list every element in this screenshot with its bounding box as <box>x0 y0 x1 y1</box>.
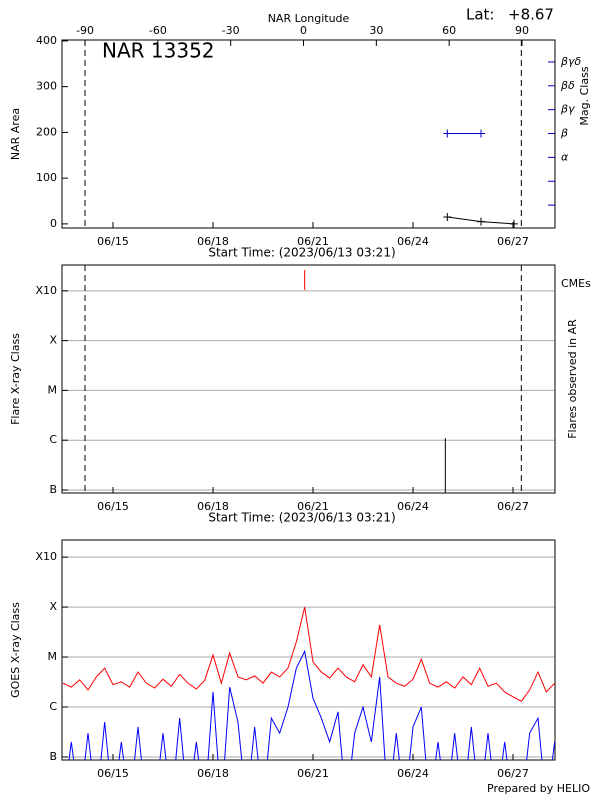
x-tick-label: 06/15 <box>97 500 129 513</box>
y-tick-label: 0 <box>50 217 57 230</box>
footer: Prepared by HELIO <box>487 782 590 795</box>
x2-tick-label: 60 <box>442 24 456 37</box>
y2-tick-label: βγδ <box>560 55 582 68</box>
y2-axis-label: Mag. Class <box>578 66 591 125</box>
y-tick-label: 200 <box>36 125 57 138</box>
y-tick-label: X <box>49 600 57 613</box>
series-line <box>68 649 555 760</box>
x-axis-label: Start Time: (2023/06/13 03:21) <box>208 511 395 525</box>
x-tick-label: 06/24 <box>397 500 429 513</box>
plot-frame <box>61 39 556 229</box>
y-tick-label: M <box>48 383 58 396</box>
x2-tick-label: 30 <box>369 24 383 37</box>
x-tick-label: 06/15 <box>97 235 129 248</box>
x-tick-label: 06/18 <box>197 767 229 780</box>
x-tick-label: 06/21 <box>297 500 329 513</box>
plot-frame <box>61 264 556 494</box>
y-tick-label: 100 <box>36 171 57 184</box>
y-tick-label: B <box>49 750 57 763</box>
x-tick-label: 06/18 <box>197 500 229 513</box>
y2-tick-label: β <box>560 127 568 140</box>
y-axis-label: GOES X-ray Class <box>9 602 22 698</box>
annotation: +8.67 <box>508 6 554 24</box>
y-axis-label: Flare X-ray Class <box>9 333 22 425</box>
plot-frame <box>61 539 556 761</box>
series-line <box>62 606 555 702</box>
point-marker <box>477 129 485 138</box>
x-tick-label: 06/21 <box>297 767 329 780</box>
y-tick-label: C <box>49 433 57 446</box>
y2-tick-label: α <box>561 150 569 163</box>
y-tick-label: C <box>49 700 57 713</box>
point-marker <box>510 219 518 228</box>
x-tick-label: 06/24 <box>397 767 429 780</box>
y2-tick-label: βδ <box>560 79 575 92</box>
y-tick-label: X10 <box>35 550 57 563</box>
x2-tick-label: 90 <box>515 24 529 37</box>
y2-tick-label: βγ <box>560 103 575 116</box>
x-tick-label: 06/27 <box>497 500 529 513</box>
chart-title: NAR 13352 <box>102 39 215 63</box>
x2-axis-label: NAR Longitude <box>268 12 350 25</box>
y-tick-label: M <box>48 650 58 663</box>
point-marker <box>443 213 452 222</box>
y-axis-label: NAR Area <box>9 108 22 160</box>
y-tick-label: 300 <box>36 80 57 93</box>
x2-tick-label: 0 <box>300 24 307 37</box>
x2-tick-label: -30 <box>222 24 240 37</box>
x-tick-label: 06/18 <box>197 235 229 248</box>
x-tick-label: 06/21 <box>297 235 329 248</box>
point-marker <box>443 129 452 138</box>
point-marker <box>477 217 485 226</box>
x2-tick-label: -90 <box>76 24 94 37</box>
x-axis-label: Start Time: (2023/06/13 03:21) <box>208 246 395 260</box>
y-tick-label: X <box>49 334 57 347</box>
x2-tick-label: -60 <box>149 24 167 37</box>
x-tick-label: 06/27 <box>497 235 529 248</box>
annotation: Lat: <box>466 6 494 24</box>
y-tick-label: B <box>49 483 57 496</box>
cme-label: CMEs <box>561 277 591 290</box>
y-tick-label: X10 <box>35 284 57 297</box>
y2-axis-label: Flares observed in AR <box>566 319 579 439</box>
x-tick-label: 06/27 <box>497 767 529 780</box>
x-tick-label: 06/24 <box>397 235 429 248</box>
x-tick-label: 06/15 <box>97 767 129 780</box>
y-tick-label: 400 <box>36 34 57 47</box>
